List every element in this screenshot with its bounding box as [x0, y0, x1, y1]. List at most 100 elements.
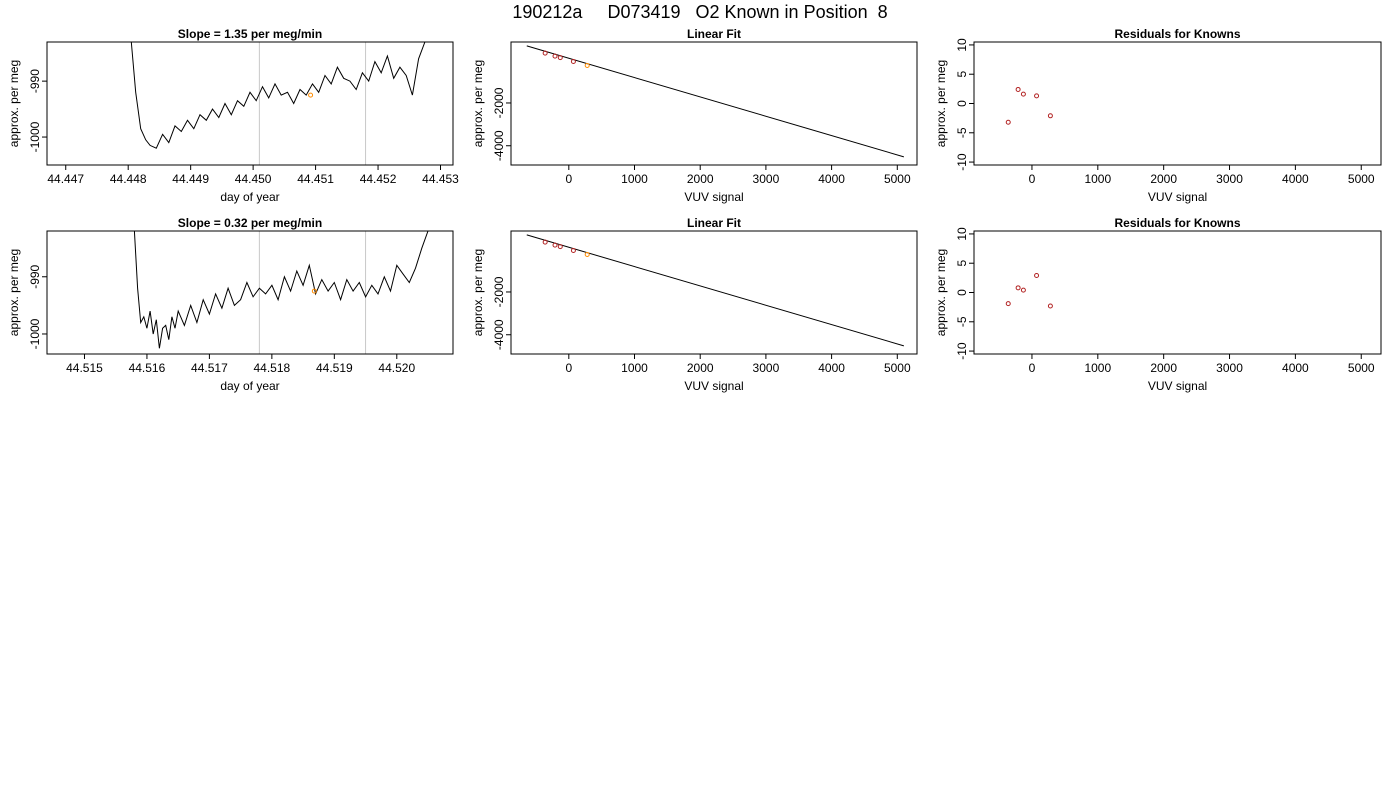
data-point: [570, 58, 576, 64]
x-tick-label: 44.520: [378, 361, 415, 375]
data-point: [557, 244, 563, 250]
y-tick-label: 5: [955, 71, 969, 78]
x-tick-label: 2000: [687, 172, 714, 186]
x-tick-label: 5000: [884, 361, 911, 375]
y-axis-label: approx. per meg: [471, 249, 485, 336]
panel-frame: [973, 41, 1382, 166]
x-tick-label: 4000: [1282, 361, 1309, 375]
x-axis-label: VUV signal: [684, 190, 743, 204]
data-series-line: [133, 231, 429, 349]
x-tick-label: 3000: [1216, 361, 1243, 375]
x-tick-label: 44.515: [66, 361, 103, 375]
x-tick-label: 5000: [884, 172, 911, 186]
plot-area: [1005, 86, 1053, 125]
x-tick-label: 4000: [818, 361, 845, 375]
x-tick-label: 0: [1029, 172, 1036, 186]
x-tick-label: 44.519: [316, 361, 353, 375]
x-tick-label: 3000: [753, 172, 780, 186]
data-point: [1015, 86, 1021, 92]
x-tick-label: 5000: [1348, 361, 1375, 375]
panel-title: Linear Fit: [687, 216, 741, 230]
x-tick-label: 44.518: [254, 361, 291, 375]
data-point: [552, 242, 558, 248]
x-tick-label: 4000: [1282, 172, 1309, 186]
data-point: [1020, 91, 1026, 97]
y-tick-label: -4000: [492, 319, 506, 350]
panel-title: Residuals for Knowns: [1114, 216, 1240, 230]
y-tick-label: -10: [955, 153, 969, 171]
y-tick-label: -4000: [492, 130, 506, 161]
data-series-line: [130, 42, 426, 149]
x-axis-label: VUV signal: [684, 379, 743, 393]
highlight-point: [308, 92, 314, 98]
y-tick-label: 10: [955, 227, 969, 241]
panel-title: Residuals for Knowns: [1114, 27, 1240, 41]
y-tick-label: 0: [955, 289, 969, 296]
x-tick-label: 44.447: [47, 172, 84, 186]
y-tick-label: -1000: [28, 318, 42, 349]
y-tick-label: -10: [955, 342, 969, 360]
y-axis-label: approx. per meg: [934, 60, 948, 147]
data-point: [1047, 303, 1053, 309]
x-tick-label: 44.449: [172, 172, 209, 186]
data-point: [1047, 113, 1053, 119]
x-tick-label: 0: [1029, 361, 1036, 375]
x-tick-label: 1000: [1084, 172, 1111, 186]
fit-line: [526, 45, 905, 158]
x-tick-label: 3000: [1216, 172, 1243, 186]
panel-frame: [46, 41, 454, 166]
x-tick-label: 44.452: [360, 172, 397, 186]
y-axis-label: approx. per meg: [471, 60, 485, 147]
panel-frame: [973, 230, 1382, 355]
data-point: [584, 63, 590, 69]
plot-area: [133, 231, 429, 354]
highlight-point: [311, 288, 317, 294]
x-axis-label: day of year: [220, 379, 279, 393]
panel-frame: [510, 230, 918, 355]
x-axis-label: VUV signal: [1148, 379, 1207, 393]
data-point: [557, 55, 563, 61]
y-axis-label: approx. per meg: [7, 60, 21, 147]
y-tick-label: -990: [28, 69, 42, 93]
x-tick-label: 3000: [753, 361, 780, 375]
x-tick-label: 4000: [818, 172, 845, 186]
y-tick-label: -1000: [28, 121, 42, 152]
x-tick-label: 2000: [1150, 172, 1177, 186]
data-point: [1034, 273, 1040, 279]
y-tick-label: 5: [955, 260, 969, 267]
y-tick-label: -5: [955, 316, 969, 327]
data-point: [552, 53, 558, 59]
panel-2: Linear Fit 0 1000 2000 3000 4000 5000 -4000 -200…: [471, 27, 918, 204]
data-point: [584, 252, 590, 258]
x-axis-label: day of year: [220, 190, 279, 204]
plot-area: [526, 234, 905, 347]
y-axis-label: approx. per meg: [934, 249, 948, 336]
panel-frame: [510, 41, 918, 166]
data-point: [1005, 119, 1011, 125]
panel-4: Slope = 0.32 per meg/min 44.515 44.516 44.5…: [7, 216, 454, 393]
x-tick-label: 0: [565, 361, 572, 375]
data-point: [570, 247, 576, 253]
panel-1: Slope = 1.35 per meg/min 44.447 44.448 44.4…: [7, 27, 459, 204]
data-point: [1015, 285, 1021, 291]
x-tick-label: 5000: [1348, 172, 1375, 186]
x-tick-label: 44.450: [235, 172, 272, 186]
y-tick-label: -2000: [492, 87, 506, 118]
data-point: [1020, 287, 1026, 293]
page-title: 190212a D073419 O2 Known in Position 8: [512, 2, 888, 22]
panel-title: Linear Fit: [687, 27, 741, 41]
x-tick-label: 44.448: [110, 172, 147, 186]
panel-frame: [46, 230, 454, 355]
y-tick-label: -990: [28, 264, 42, 288]
data-point: [542, 239, 548, 245]
fit-line: [526, 234, 905, 347]
x-tick-label: 2000: [687, 361, 714, 375]
y-axis-label: approx. per meg: [7, 249, 21, 336]
y-tick-label: -5: [955, 127, 969, 138]
panel-3: Residuals for Knowns 0 1000 2000 3000 4000 500…: [934, 27, 1382, 204]
x-tick-label: 44.453: [422, 172, 459, 186]
panel-6: Residuals for Knowns 0 1000 2000 3000 4000 500…: [934, 216, 1382, 393]
x-tick-label: 1000: [621, 361, 648, 375]
panel-title: Slope = 0.32 per meg/min: [178, 216, 322, 230]
